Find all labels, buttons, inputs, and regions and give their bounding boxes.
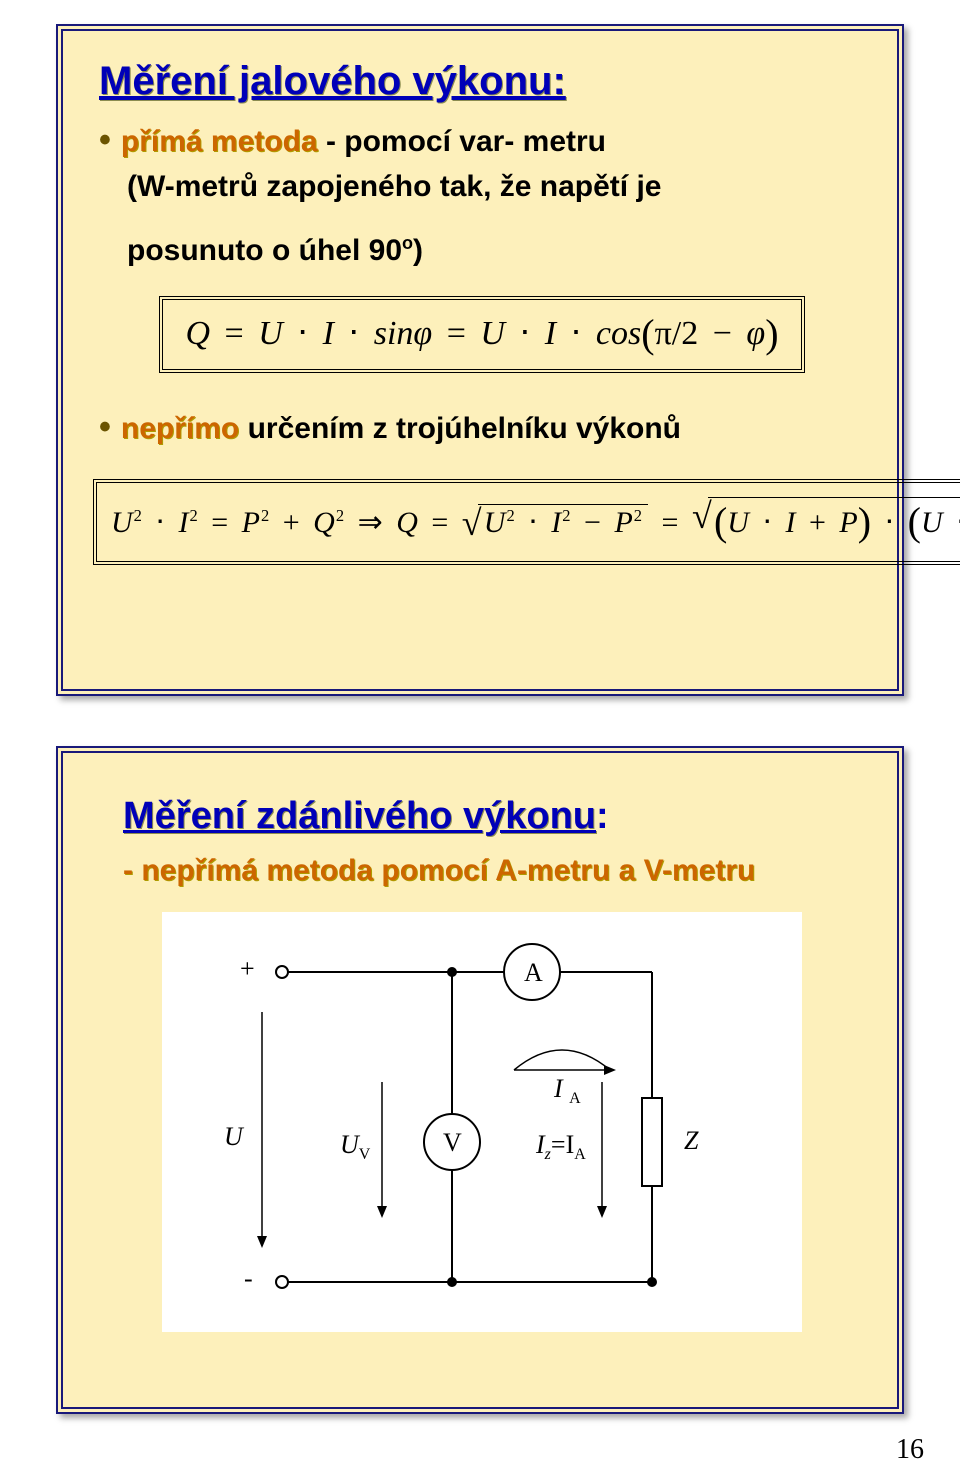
circuit-diagram: + - U UV V A I A Iz=IA Z	[162, 912, 802, 1332]
panel1-bullet1-contB: posunuto o úhel 90o)	[127, 231, 865, 272]
slide-panel-2: Měření zdánlivého výkonu: - nepřímá meto…	[56, 746, 904, 1414]
panel1-bullet1-text: - pomocí var- metru	[318, 125, 606, 158]
panel1-bullet2-text: určením z trojúhelníku výkonů	[239, 412, 681, 445]
circuit-Iz-label: Iz=IA	[536, 1130, 586, 1164]
panel1-bullet1-keyword: přímá metoda	[121, 125, 318, 158]
equation-UIPQ-box: U2 ⋅ I2 = P2 + Q2 ⇒ Q = √ U2 ⋅ I2 − P2	[93, 479, 960, 565]
circuit-Z-label: Z	[684, 1126, 698, 1156]
page-number: 16	[896, 1434, 924, 1466]
circuit-plus-label: +	[240, 954, 255, 984]
panel1-bullet2: • nepřímo určením z trojúhelníku výkonů	[99, 409, 865, 450]
panel1-title: Měření jalového výkonu:	[99, 59, 865, 104]
panel2-title: Měření zdánlivého výkonu:	[123, 795, 865, 838]
circuit-IA-label: I A	[554, 1074, 581, 1108]
panel1-bullet2-keyword: nepřímo	[121, 412, 239, 445]
circuit-minus-label: -	[244, 1264, 253, 1294]
slide-panel-1: Měření jalového výkonu: • přímá metoda -…	[56, 24, 904, 696]
panel1-bullet1-contA: (W-metrů zapojeného tak, že napětí je	[127, 167, 865, 208]
circuit-U-label: U	[224, 1122, 243, 1152]
circuit-V-label: V	[443, 1128, 462, 1158]
equation-Q-box: Q = U ⋅ I ⋅ sinφ = U ⋅ I ⋅ cos(π/2 −	[159, 296, 804, 373]
circuit-A-label: A	[524, 958, 543, 988]
circuit-UV-label: UV	[340, 1130, 370, 1164]
panel2-subtitle: - nepřímá metoda pomocí A-metru a V-metr…	[123, 854, 865, 888]
panel1-bullet1: • přímá metoda - pomocí var- metru	[99, 122, 865, 163]
bullet-marker: •	[99, 122, 111, 159]
bullet-marker: •	[99, 409, 111, 446]
